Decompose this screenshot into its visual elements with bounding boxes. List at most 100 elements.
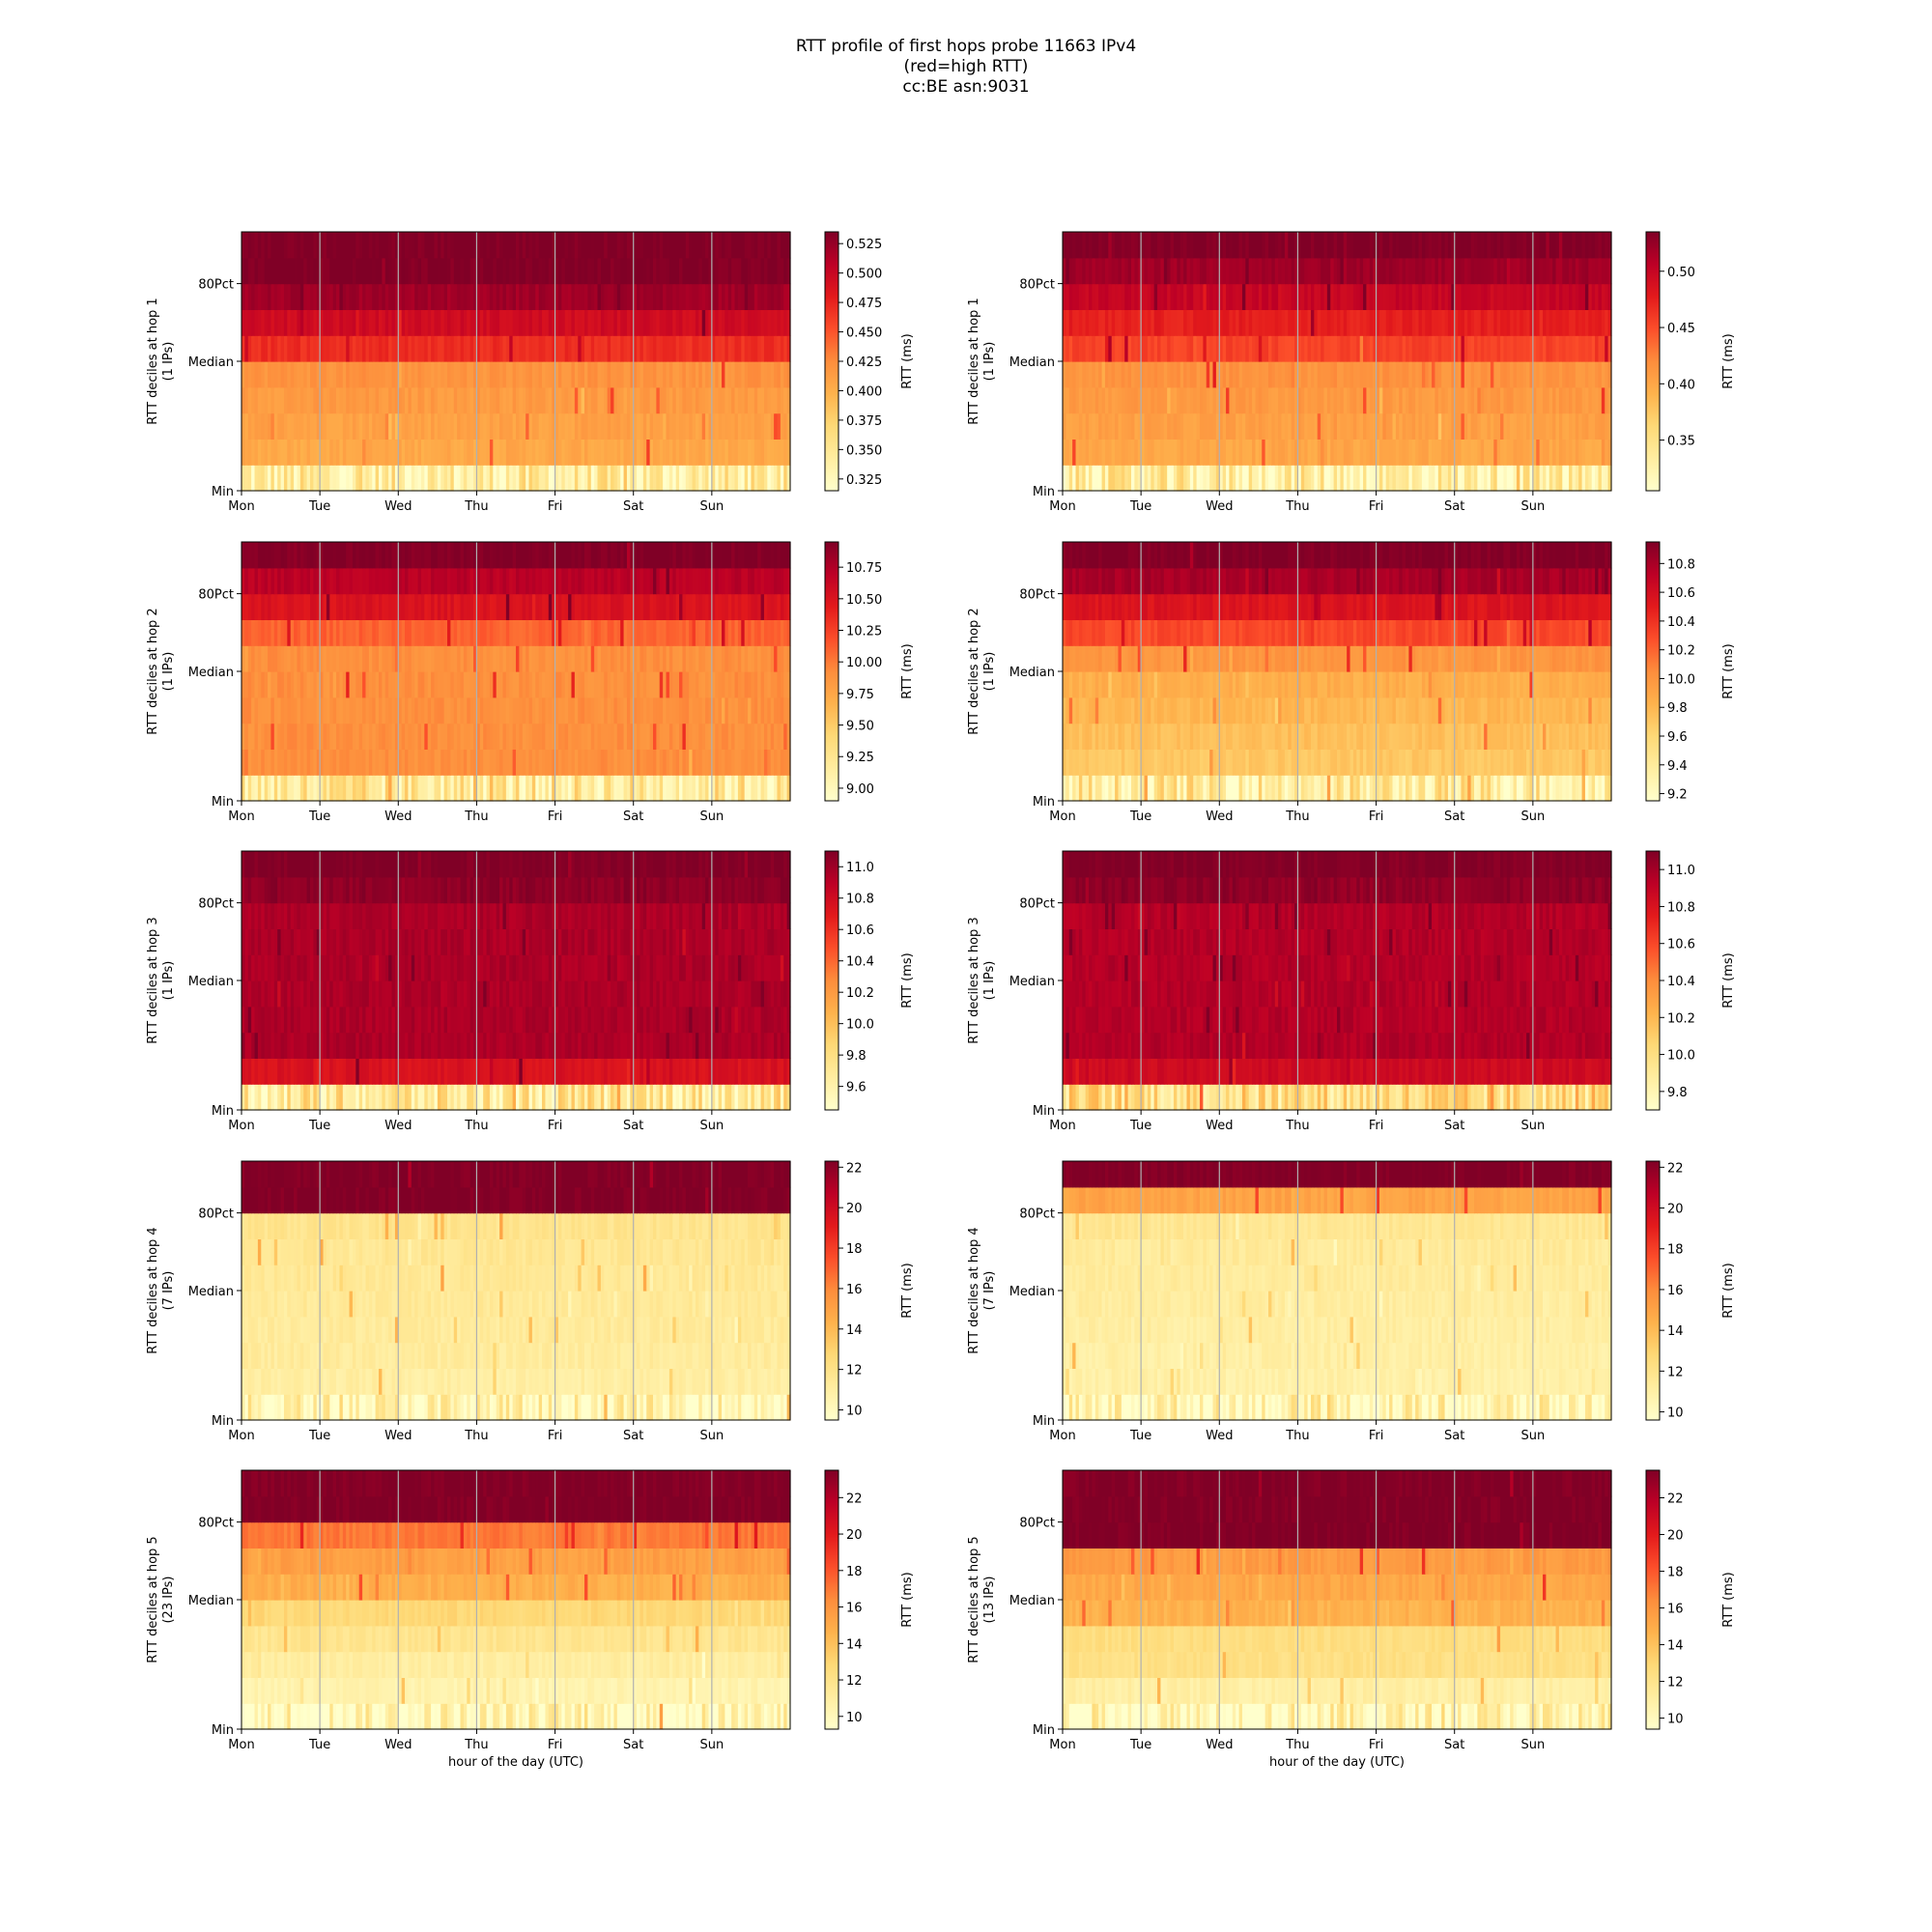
heatmap-cell bbox=[1314, 283, 1319, 310]
heatmap-cell bbox=[1408, 439, 1413, 466]
heatmap-cell bbox=[326, 335, 330, 362]
heatmap-cell bbox=[1278, 412, 1283, 440]
heatmap-cell bbox=[1350, 386, 1354, 414]
heatmap-cell bbox=[384, 361, 389, 388]
heatmap-cell bbox=[1094, 412, 1099, 440]
heatmap-cell bbox=[538, 439, 543, 466]
heatmap-cell bbox=[502, 257, 507, 285]
heatmap-cell bbox=[1173, 283, 1178, 310]
heatmap-cell bbox=[767, 439, 772, 466]
heatmap-cell bbox=[372, 361, 377, 388]
heatmap-cell bbox=[760, 232, 765, 259]
heatmap-cell bbox=[620, 465, 625, 492]
heatmap-cell bbox=[1529, 283, 1534, 310]
heatmap-cell bbox=[1262, 309, 1266, 336]
heatmap-cell bbox=[1186, 412, 1191, 440]
heatmap-cell bbox=[473, 361, 478, 388]
heatmap-cell bbox=[737, 465, 742, 492]
heatmap-cell bbox=[323, 412, 327, 440]
heatmap-cell bbox=[1565, 386, 1570, 414]
heatmap-cell bbox=[1072, 412, 1077, 440]
heatmap-cell bbox=[1294, 361, 1299, 388]
heatmap-cell bbox=[649, 361, 654, 388]
heatmap-cell bbox=[1402, 439, 1406, 466]
heatmap-cell bbox=[668, 361, 673, 388]
heatmap-cell bbox=[489, 309, 494, 336]
heatmap-cell bbox=[663, 232, 668, 259]
heatmap-cell bbox=[313, 386, 318, 414]
heatmap-cell bbox=[1352, 257, 1357, 285]
heatmap-cell bbox=[496, 696, 500, 724]
heatmap-cell bbox=[531, 232, 536, 259]
heatmap-cell bbox=[290, 619, 295, 646]
heatmap-cell bbox=[1304, 361, 1309, 388]
heatmap-cell bbox=[1189, 257, 1194, 285]
heatmap-cell bbox=[372, 257, 377, 285]
heatmap-cell bbox=[1268, 439, 1272, 466]
heatmap-cell bbox=[1363, 465, 1368, 492]
heatmap-cell bbox=[1591, 232, 1596, 259]
heatmap-cell bbox=[1229, 412, 1234, 440]
heatmap-cell bbox=[405, 283, 410, 310]
heatmap-cell bbox=[689, 232, 694, 259]
heatmap-cell bbox=[1543, 257, 1547, 285]
heatmap-cell bbox=[1229, 386, 1234, 414]
heatmap-cell bbox=[718, 257, 723, 285]
heatmap-cell bbox=[1548, 309, 1553, 336]
heatmap-cell bbox=[1196, 283, 1201, 310]
heatmap-cell bbox=[1395, 465, 1400, 492]
heatmap-cell bbox=[594, 465, 599, 492]
heatmap-cell bbox=[1294, 412, 1299, 440]
heatmap-cell bbox=[424, 335, 429, 362]
heatmap-cell bbox=[1258, 257, 1263, 285]
heatmap-cell bbox=[297, 283, 301, 310]
heatmap-cell bbox=[1389, 412, 1394, 440]
heatmap-cell bbox=[581, 361, 585, 388]
heatmap-cell bbox=[727, 309, 732, 336]
heatmap-cell bbox=[1310, 412, 1315, 440]
heatmap-cell bbox=[1200, 283, 1204, 310]
heatmap-cell bbox=[1252, 412, 1257, 440]
heatmap-cell bbox=[1562, 257, 1567, 285]
heatmap-cell bbox=[1595, 257, 1600, 285]
heatmap-cell bbox=[257, 439, 262, 466]
heatmap-cell bbox=[734, 257, 739, 285]
heatmap-cell bbox=[1572, 439, 1577, 466]
heatmap-cell bbox=[1402, 465, 1406, 492]
heatmap-cell bbox=[339, 232, 344, 259]
heatmap-cell bbox=[1291, 283, 1295, 310]
heatmap-cell bbox=[659, 412, 664, 440]
heatmap-cell bbox=[753, 439, 758, 466]
heatmap-cell bbox=[637, 309, 641, 336]
heatmap-cell bbox=[1369, 439, 1374, 466]
heatmap-cell bbox=[257, 412, 262, 440]
heatmap-cell bbox=[1177, 283, 1181, 310]
heatmap-cell bbox=[722, 361, 725, 388]
heatmap-cell bbox=[552, 257, 556, 285]
heatmap-cell bbox=[668, 749, 673, 776]
heatmap-cell bbox=[774, 412, 779, 440]
heatmap-cell bbox=[741, 386, 746, 414]
heatmap-cell bbox=[431, 283, 436, 310]
heatmap-cell bbox=[1484, 386, 1489, 414]
heatmap-cell bbox=[1271, 335, 1276, 362]
heatmap-cell bbox=[316, 257, 321, 285]
heatmap-cell bbox=[339, 257, 344, 285]
heatmap-cell bbox=[1569, 257, 1574, 285]
heatmap-cell bbox=[1484, 439, 1489, 466]
heatmap-cell bbox=[1493, 386, 1498, 414]
heatmap-cell bbox=[1121, 309, 1125, 336]
heatmap-cell bbox=[493, 361, 497, 388]
heatmap-cell bbox=[744, 283, 749, 310]
heatmap-cell bbox=[1288, 257, 1293, 285]
heatmap-cell bbox=[711, 335, 716, 362]
heatmap-cell bbox=[1454, 361, 1459, 388]
heatmap-cell bbox=[1098, 465, 1103, 492]
heatmap-cell bbox=[499, 309, 504, 336]
heatmap-cell bbox=[711, 257, 716, 285]
heatmap-cell bbox=[257, 361, 262, 388]
heatmap-cell bbox=[479, 257, 484, 285]
heatmap-cell bbox=[1127, 439, 1132, 466]
heatmap-cell bbox=[1548, 412, 1553, 440]
heatmap-cell bbox=[1326, 412, 1331, 440]
